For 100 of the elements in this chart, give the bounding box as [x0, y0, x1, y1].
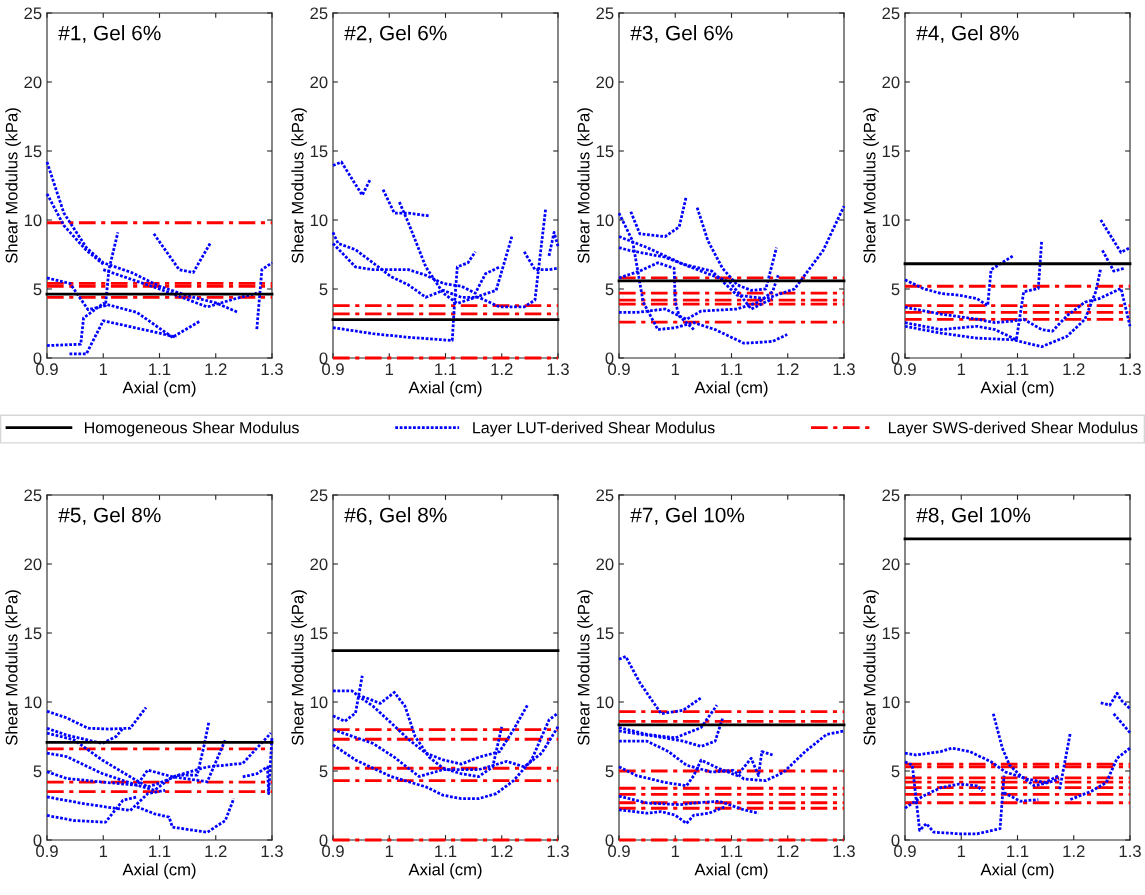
x-tick-label: 1.2 — [491, 845, 513, 857]
x-tick-label: 1 — [385, 845, 394, 857]
x-tick-label: 1.3 — [1119, 363, 1141, 376]
text: #7, Gel 10% — [630, 507, 745, 525]
y-axis-title: Shear Modulus (kPa) — [5, 108, 21, 264]
y-axis-title: Shear Modulus (kPa) — [291, 108, 307, 264]
x-axis-title: Axial (cm) — [408, 863, 482, 879]
y-tick-label: 5 — [319, 765, 328, 778]
y-tick-label: 10 — [24, 696, 42, 709]
x-axis-title: Axial (cm) — [122, 863, 196, 879]
y-tick-label: 5 — [319, 283, 328, 296]
x-tick-label: 1.3 — [833, 363, 855, 376]
y-tick-label: 20 — [596, 558, 614, 571]
y-tick-label: 10 — [882, 696, 900, 709]
y-tick-label: 5 — [33, 283, 42, 296]
y-axis-title: Shear Modulus (kPa) — [863, 108, 879, 264]
y-tick-label: 25 — [310, 489, 328, 502]
y-tick-label: 20 — [596, 76, 614, 89]
legend-label: Layer LUT-derived Shear Modulus — [473, 421, 715, 437]
x-tick-label: 1.3 — [261, 363, 283, 376]
y-tick-label: 0 — [891, 352, 900, 365]
x-tick-label: 1.2 — [1063, 363, 1085, 375]
y-tick-label: 0 — [605, 352, 614, 365]
x-tick-label: 1.2 — [205, 363, 227, 375]
x-tick-label: 1.2 — [1063, 845, 1085, 857]
text: #1, Gel 6% — [58, 25, 161, 43]
x-tick-label: 1.1 — [435, 363, 457, 375]
legend-label: Layer SWS-derived Shear Modulus — [888, 421, 1138, 437]
x-tick-label: 0.9 — [36, 363, 58, 376]
y-tick-label: 0 — [33, 834, 42, 847]
x-tick-label: 0.9 — [894, 363, 916, 376]
x-tick-label: 1.1 — [149, 845, 171, 857]
x-axis-title: Axial (cm) — [980, 863, 1054, 879]
y-tick-label: 5 — [605, 765, 614, 778]
x-tick-label: 1.3 — [1119, 845, 1141, 858]
y-tick-label: 25 — [596, 7, 614, 20]
x-tick-label: 1 — [957, 845, 966, 857]
text: #3, Gel 6% — [630, 25, 733, 43]
y-tick-label: 25 — [882, 489, 900, 502]
y-tick-label: 5 — [605, 283, 614, 296]
x-tick-label: 1 — [671, 363, 680, 375]
y-tick-label: 10 — [24, 214, 42, 227]
y-tick-label: 10 — [882, 214, 900, 227]
y-tick-label: 15 — [310, 145, 328, 158]
y-tick-label: 20 — [882, 558, 900, 571]
y-tick-label: 20 — [24, 558, 42, 571]
x-tick-label: 1.2 — [777, 363, 799, 375]
y-tick-label: 5 — [891, 765, 900, 778]
y-tick-label: 10 — [310, 696, 328, 709]
y-axis-title: Shear Modulus (kPa) — [577, 108, 593, 264]
y-tick-label: 15 — [882, 145, 900, 158]
text: #2, Gel 6% — [344, 25, 447, 43]
y-tick-label: 15 — [882, 627, 900, 640]
x-axis-title: Axial (cm) — [408, 381, 482, 397]
text: #4, Gel 8% — [916, 25, 1019, 43]
y-tick-label: 25 — [24, 489, 42, 502]
y-tick-label: 5 — [33, 765, 42, 778]
y-tick-label: 0 — [319, 834, 328, 847]
y-tick-label: 10 — [310, 214, 328, 227]
y-axis-title: Shear Modulus (kPa) — [863, 590, 879, 746]
x-tick-label: 0.9 — [36, 845, 58, 858]
x-axis-title: Axial (cm) — [122, 381, 196, 397]
y-tick-label: 25 — [310, 7, 328, 20]
x-tick-label: 0.9 — [894, 845, 916, 858]
y-tick-label: 0 — [605, 834, 614, 847]
x-tick-label: 1.3 — [547, 845, 569, 858]
text: #8, Gel 10% — [916, 507, 1031, 525]
x-tick-label: 1.1 — [721, 845, 743, 857]
y-tick-label: 0 — [891, 834, 900, 847]
x-tick-label: 1.1 — [1007, 363, 1029, 375]
y-tick-label: 0 — [33, 352, 42, 365]
text: #6, Gel 8% — [344, 507, 447, 525]
y-tick-label: 15 — [310, 627, 328, 640]
x-tick-label: 1.1 — [149, 363, 171, 375]
x-tick-label: 1.2 — [491, 363, 513, 375]
y-tick-label: 20 — [310, 76, 328, 89]
y-tick-label: 5 — [891, 283, 900, 296]
y-tick-label: 20 — [24, 76, 42, 89]
y-tick-label: 15 — [24, 627, 42, 640]
x-tick-label: 1.1 — [721, 363, 743, 375]
y-tick-label: 25 — [882, 7, 900, 20]
legend-label: Homogeneous Shear Modulus — [84, 421, 299, 437]
y-tick-label: 10 — [596, 214, 614, 227]
x-tick-label: 1 — [957, 363, 966, 375]
y-tick-label: 0 — [319, 352, 328, 365]
y-tick-label: 10 — [596, 696, 614, 709]
x-tick-label: 0.9 — [608, 845, 630, 858]
y-tick-label: 15 — [596, 627, 614, 640]
x-tick-label: 1 — [671, 845, 680, 857]
x-tick-label: 1 — [99, 845, 108, 857]
y-tick-label: 15 — [24, 145, 42, 158]
x-tick-label: 1 — [385, 363, 394, 375]
y-axis-title: Shear Modulus (kPa) — [5, 590, 21, 746]
x-tick-label: 0.9 — [608, 363, 630, 376]
x-axis-title: Axial (cm) — [694, 863, 768, 879]
x-tick-label: 1.3 — [547, 363, 569, 376]
x-tick-label: 1 — [99, 363, 108, 375]
x-tick-label: 1.1 — [435, 845, 457, 857]
x-tick-label: 0.9 — [322, 363, 344, 376]
y-tick-label: 15 — [596, 145, 614, 158]
